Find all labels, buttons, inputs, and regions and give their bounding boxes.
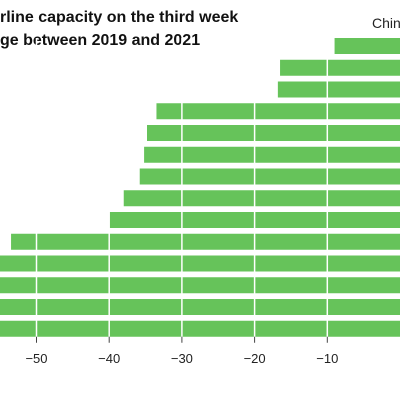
- chart-title: rline capacity on the third week ge betw…: [0, 9, 238, 49]
- chart-title-line-1: rline capacity on the third week: [0, 9, 238, 26]
- x-tick-label: −50: [25, 351, 47, 366]
- bar: [334, 38, 400, 54]
- bar: [139, 168, 400, 185]
- bar: [147, 125, 400, 141]
- x-tick-label: −40: [98, 351, 120, 366]
- bar: [0, 277, 400, 294]
- x-tick-label: −10: [316, 351, 338, 366]
- bars-group: [0, 38, 400, 337]
- gridlines-group: [35, 38, 329, 337]
- x-axis-ticks: −50 −40 −30 −20 −10: [25, 336, 338, 366]
- bar: [0, 255, 400, 272]
- bar: [277, 81, 400, 98]
- bar: [280, 59, 400, 76]
- bar: [144, 146, 400, 163]
- category-label-china: Chin: [372, 15, 400, 31]
- x-tick-label: −20: [244, 351, 266, 366]
- x-tick-label: −30: [171, 351, 193, 366]
- bar: [123, 190, 400, 207]
- bar: [11, 233, 400, 250]
- bar: [156, 103, 400, 120]
- chart-title-line-2: ge between 2019 and 2021: [0, 32, 200, 49]
- bar: [0, 320, 400, 337]
- bar: [0, 299, 400, 315]
